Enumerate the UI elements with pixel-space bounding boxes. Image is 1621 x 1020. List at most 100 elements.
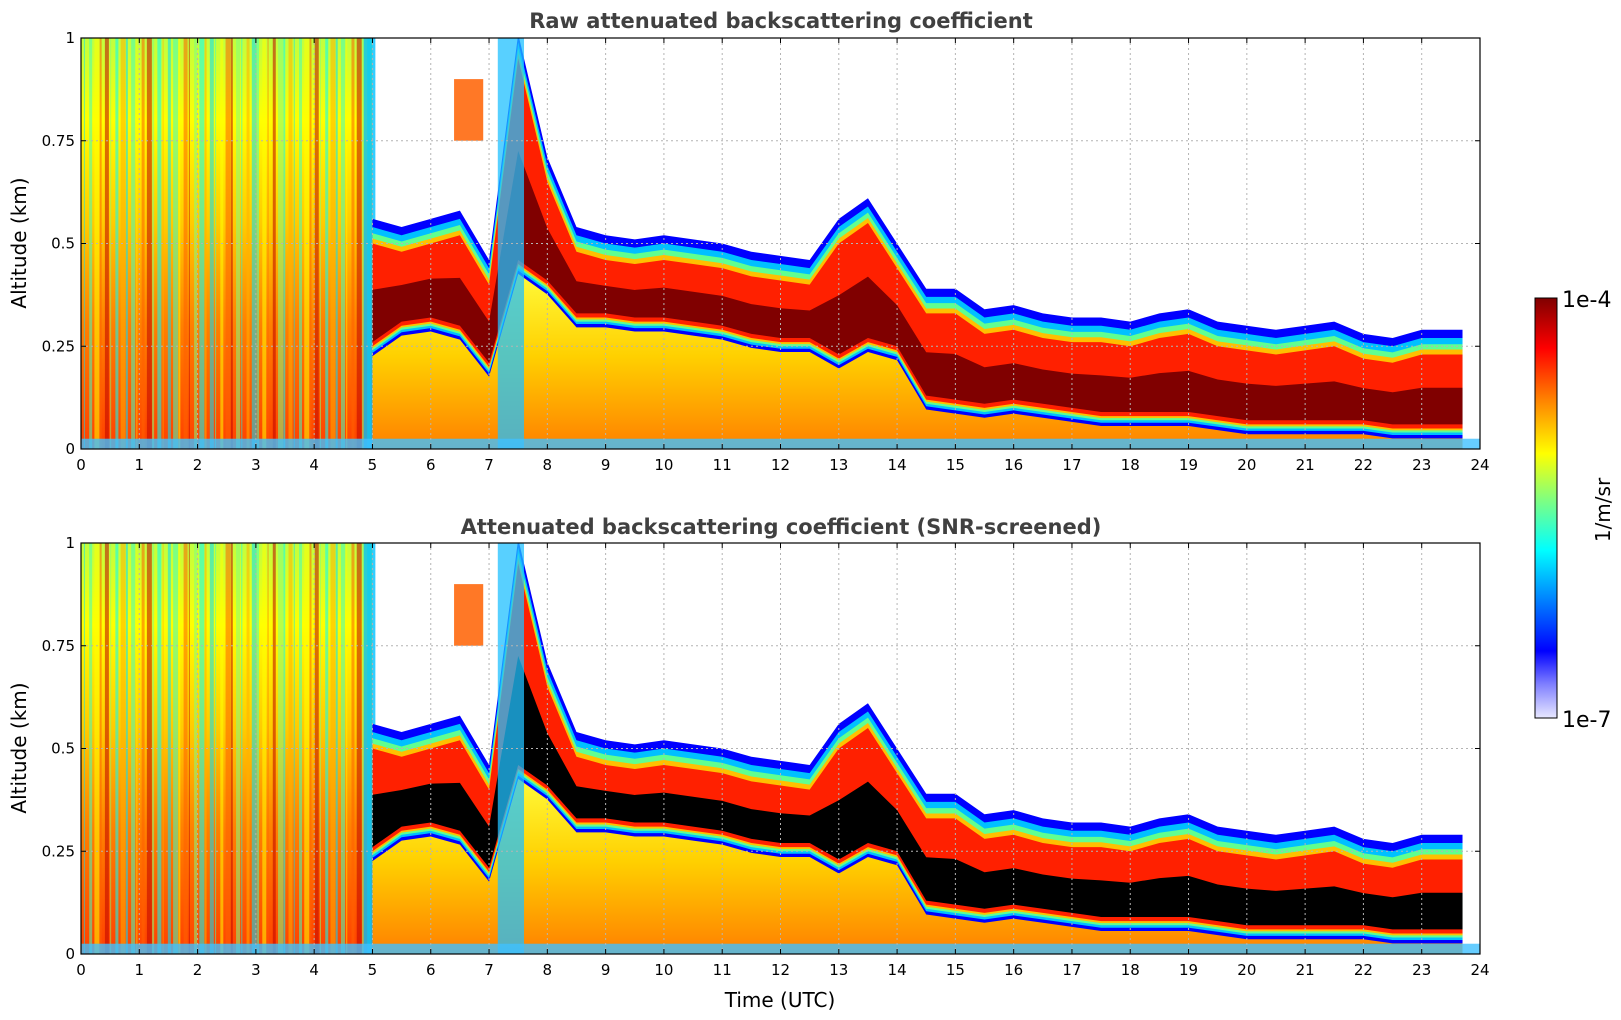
signal-streak bbox=[363, 543, 376, 954]
signal-streak bbox=[152, 38, 155, 449]
x-tick-label: 2 bbox=[193, 456, 203, 474]
x-tick-label: 3 bbox=[251, 961, 261, 979]
y-tick-label: 0.75 bbox=[42, 637, 75, 655]
x-tick-label: 10 bbox=[654, 961, 673, 979]
signal-streak bbox=[188, 543, 190, 954]
signal-streak bbox=[319, 543, 321, 954]
x-tick-label: 13 bbox=[829, 961, 848, 979]
signal-streak bbox=[194, 38, 198, 449]
y-tick-label: 0.5 bbox=[51, 740, 75, 758]
signal-streak bbox=[309, 38, 312, 449]
y-tick-label: 0.25 bbox=[42, 337, 75, 355]
signal-streak bbox=[293, 543, 295, 954]
x-tick-label: 1 bbox=[135, 961, 145, 979]
x-tick-label: 10 bbox=[654, 456, 673, 474]
y-ticks: 0 0.25 0.5 0.75 1 bbox=[42, 29, 1480, 458]
signal-streak bbox=[293, 38, 295, 449]
signal-streak bbox=[257, 38, 260, 449]
y-tick-label: 1 bbox=[65, 29, 75, 47]
signal-streak bbox=[146, 543, 152, 954]
signal-streak bbox=[251, 543, 257, 954]
boundary-layer bbox=[372, 264, 1463, 449]
signal-streak bbox=[99, 543, 102, 954]
panel-title: Raw attenuated backscattering coefficien… bbox=[529, 9, 1033, 33]
signal-streak bbox=[262, 38, 267, 449]
signal-streak bbox=[299, 38, 303, 449]
x-tick-label: 18 bbox=[1121, 961, 1140, 979]
grid bbox=[81, 38, 1480, 449]
y-axis-label: Altitude (km) bbox=[7, 682, 31, 813]
y-tick-label: 0 bbox=[65, 440, 75, 458]
signal-streak bbox=[157, 38, 162, 449]
signal-streak bbox=[272, 38, 276, 449]
heatmap-area bbox=[81, 38, 1480, 449]
x-tick-label: 16 bbox=[1004, 961, 1023, 979]
signal-streak bbox=[152, 543, 155, 954]
x-ticks: 0 1 2 3 4 5 6 7 8 9 10 11 12 13 14 15 16 17 18 19 20 21 22 23 24 bbox=[76, 543, 1490, 979]
signal-streak bbox=[309, 543, 312, 954]
x-tick-label: 22 bbox=[1354, 456, 1373, 474]
x-tick-label: 22 bbox=[1354, 961, 1373, 979]
signal-streak bbox=[178, 543, 181, 954]
x-tick-label: 6 bbox=[426, 961, 436, 979]
signal-streak bbox=[157, 543, 162, 954]
y-axis-label: Altitude (km) bbox=[7, 177, 31, 308]
y-ticks: 0 0.25 0.5 0.75 1 bbox=[42, 534, 1480, 963]
x-tick-label: 3 bbox=[251, 456, 261, 474]
x-tick-label: 5 bbox=[368, 456, 378, 474]
signal-streak bbox=[204, 38, 207, 449]
cloud-band bbox=[372, 58, 1463, 429]
signal-streak bbox=[167, 543, 171, 954]
signal-streak bbox=[267, 38, 269, 449]
x-tick-label: 11 bbox=[713, 456, 732, 474]
x-tick-label: 14 bbox=[888, 961, 907, 979]
signal-streak bbox=[257, 543, 260, 954]
signal-streak bbox=[167, 38, 171, 449]
signal-streak bbox=[89, 38, 93, 449]
signal-streak bbox=[246, 543, 250, 954]
x-tick-label: 4 bbox=[309, 961, 319, 979]
colorbar-unit-label: 1/m/sr bbox=[1591, 477, 1615, 542]
signal-streak bbox=[120, 38, 126, 449]
x-tick-label: 19 bbox=[1179, 456, 1198, 474]
signal-streak bbox=[236, 543, 241, 954]
x-tick-label: 1 bbox=[135, 456, 145, 474]
signal-streak bbox=[110, 38, 112, 449]
x-tick-label: 12 bbox=[771, 961, 790, 979]
signal-streak bbox=[215, 543, 217, 954]
colorbar-max-label: 1e-4 bbox=[1562, 288, 1611, 313]
grid bbox=[81, 543, 1480, 954]
y-tick-label: 1 bbox=[65, 534, 75, 552]
x-tick-label: 23 bbox=[1412, 456, 1431, 474]
signal-streak bbox=[120, 543, 126, 954]
x-tick-label: 16 bbox=[1004, 456, 1023, 474]
x-tick-label: 15 bbox=[946, 456, 965, 474]
x-tick-label: 2 bbox=[193, 961, 203, 979]
cloud-band bbox=[372, 563, 1463, 934]
plume-top bbox=[454, 584, 484, 646]
x-tick-label: 7 bbox=[484, 961, 494, 979]
cloud-core bbox=[372, 151, 1463, 425]
signal-streak bbox=[131, 38, 136, 449]
signal-streak bbox=[194, 543, 198, 954]
heatmap-area bbox=[81, 543, 1480, 954]
signal-streak bbox=[183, 38, 188, 449]
signal-streak bbox=[110, 543, 112, 954]
signal-streak bbox=[262, 543, 267, 954]
x-axis-label: Time (UTC) bbox=[724, 988, 836, 1012]
signal-streak bbox=[141, 543, 145, 954]
x-tick-label: 8 bbox=[543, 456, 553, 474]
x-tick-label: 23 bbox=[1412, 961, 1431, 979]
x-tick-label: 21 bbox=[1296, 456, 1315, 474]
x-tick-label: 0 bbox=[76, 456, 86, 474]
signal-streak bbox=[173, 543, 179, 954]
x-tick-label: 18 bbox=[1121, 456, 1140, 474]
x-tick-label: 20 bbox=[1237, 456, 1256, 474]
signal-streak bbox=[225, 543, 231, 954]
signal-streak bbox=[236, 38, 241, 449]
cloud-core bbox=[372, 656, 1463, 930]
signal-streak bbox=[299, 543, 303, 954]
panel-raw-backscatter: Raw attenuated backscattering coefficien… bbox=[7, 9, 1490, 474]
signal-streak bbox=[188, 38, 190, 449]
x-tick-label: 9 bbox=[601, 456, 611, 474]
